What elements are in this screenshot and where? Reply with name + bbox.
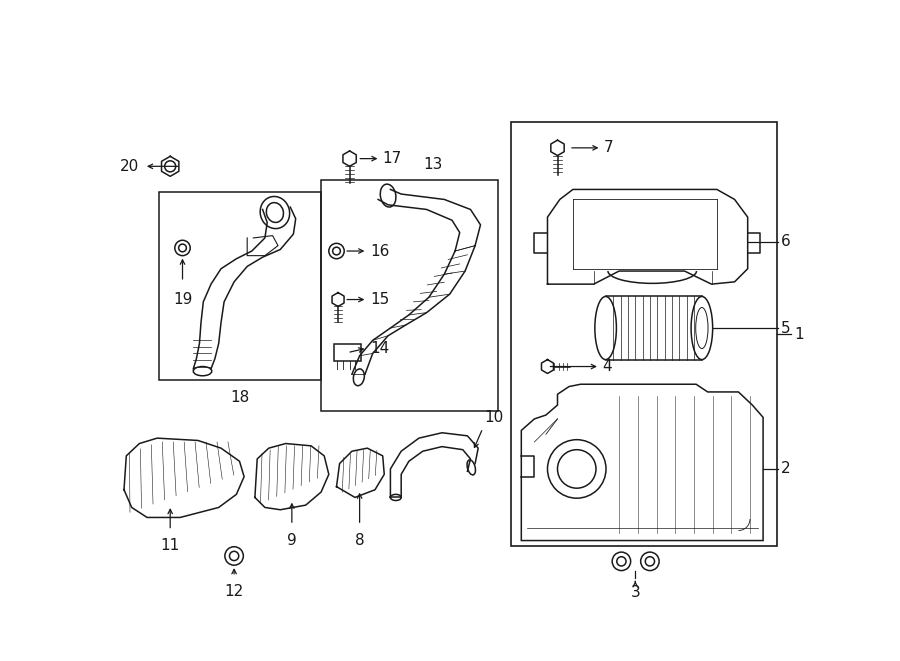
Text: 6: 6: [781, 234, 790, 249]
Ellipse shape: [696, 307, 708, 348]
Text: 10: 10: [484, 410, 504, 425]
Bar: [511, 122, 777, 546]
Text: 11: 11: [160, 538, 180, 553]
Bar: [334, 344, 361, 361]
Text: 18: 18: [230, 391, 250, 405]
Text: 19: 19: [173, 292, 193, 307]
Ellipse shape: [467, 460, 475, 475]
Ellipse shape: [266, 203, 284, 223]
Ellipse shape: [391, 494, 401, 500]
Text: 13: 13: [423, 157, 443, 173]
Text: 17: 17: [382, 151, 402, 166]
Text: 2: 2: [781, 461, 790, 477]
Text: 15: 15: [371, 292, 390, 307]
Ellipse shape: [691, 297, 713, 360]
Text: 12: 12: [224, 584, 244, 600]
Ellipse shape: [260, 196, 290, 229]
Ellipse shape: [595, 297, 616, 360]
Ellipse shape: [381, 184, 396, 207]
Text: 1: 1: [794, 327, 804, 342]
Text: 8: 8: [355, 533, 365, 548]
Text: 9: 9: [287, 533, 297, 548]
Ellipse shape: [194, 367, 212, 375]
Text: 3: 3: [630, 584, 640, 600]
Text: 16: 16: [371, 243, 390, 258]
Ellipse shape: [354, 369, 364, 386]
Text: 7: 7: [604, 140, 613, 155]
Text: 5: 5: [781, 321, 790, 336]
Bar: [159, 192, 321, 380]
Text: 4: 4: [602, 359, 612, 374]
Text: 14: 14: [371, 340, 390, 356]
Text: 20: 20: [120, 159, 140, 174]
Bar: [321, 180, 499, 411]
